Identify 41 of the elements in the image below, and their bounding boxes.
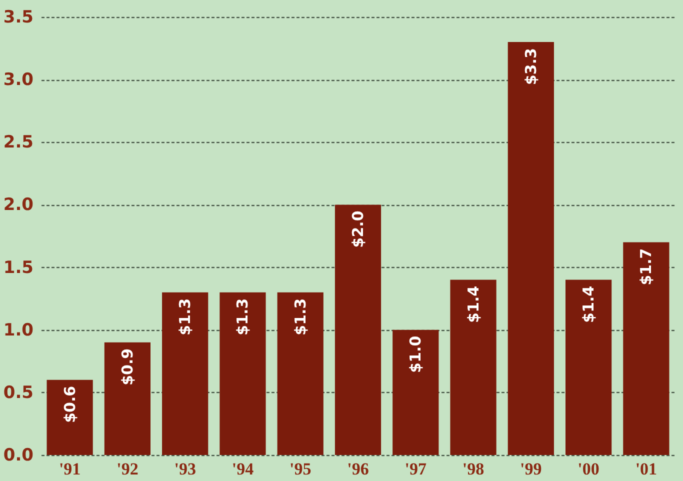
y-tick-label: 0.5 bbox=[3, 382, 34, 403]
data-label: $1.4 bbox=[580, 286, 598, 323]
y-tick-label: 2.5 bbox=[3, 132, 34, 153]
x-tick-label: '96 bbox=[347, 460, 369, 478]
bar bbox=[623, 242, 670, 455]
data-label: $1.3 bbox=[234, 298, 252, 336]
bar bbox=[220, 292, 266, 455]
bar bbox=[104, 342, 151, 455]
data-label: $1.7 bbox=[637, 248, 656, 286]
x-tick-label: '01 bbox=[635, 460, 658, 478]
y-tick-label: 1.0 bbox=[3, 320, 34, 340]
y-tick-label: 1.5 bbox=[3, 258, 34, 278]
data-label: $3.3 bbox=[522, 48, 540, 86]
y-tick-label: 2.0 bbox=[3, 195, 34, 216]
bar bbox=[46, 380, 93, 455]
bar bbox=[450, 280, 496, 455]
x-tick-label: '99 bbox=[520, 460, 542, 478]
data-label: $2.0 bbox=[349, 210, 367, 248]
bar bbox=[508, 42, 554, 455]
data-label: $0.9 bbox=[118, 348, 136, 386]
x-tick-label: '95 bbox=[289, 460, 312, 478]
data-label: $0.6 bbox=[60, 386, 79, 423]
y-tick-label: 0.0 bbox=[3, 446, 34, 466]
y-tick-label: 3.5 bbox=[3, 8, 34, 28]
bar bbox=[565, 280, 612, 455]
x-tick-label: '94 bbox=[232, 460, 254, 478]
data-label: $1.4 bbox=[464, 286, 482, 323]
x-tick-label: '98 bbox=[462, 460, 484, 478]
x-tick-label: '97 bbox=[404, 460, 427, 478]
data-label: $1.0 bbox=[406, 336, 425, 373]
bar bbox=[334, 204, 382, 455]
bar bbox=[277, 292, 324, 455]
x-tick-label: '92 bbox=[116, 460, 138, 478]
bar bbox=[162, 292, 208, 455]
y-tick-label: 3.0 bbox=[3, 70, 34, 90]
x-tick-label: '91 bbox=[58, 460, 81, 478]
x-tick-label: '00 bbox=[578, 460, 600, 478]
data-label: $1.3 bbox=[291, 298, 310, 336]
bar bbox=[392, 330, 439, 455]
data-label: $1.3 bbox=[176, 298, 194, 336]
x-tick-label: '93 bbox=[174, 460, 196, 478]
